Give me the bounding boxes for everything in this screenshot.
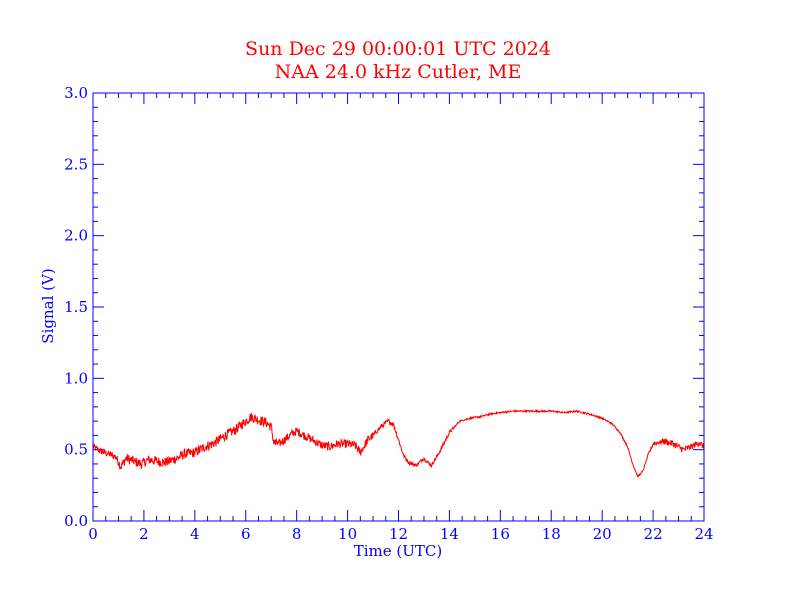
x-tick-label: 4 xyxy=(190,525,200,543)
x-tick-label: 24 xyxy=(694,525,713,543)
x-tick-label: 12 xyxy=(389,525,408,543)
x-tick-label: 8 xyxy=(292,525,302,543)
y-tick-label: 1.5 xyxy=(64,298,88,316)
plot-frame xyxy=(92,92,705,522)
x-tick-label: 16 xyxy=(491,525,510,543)
x-tick-label: 0 xyxy=(88,525,98,543)
signal-series-line xyxy=(92,408,705,478)
x-tick-label: 22 xyxy=(644,525,663,543)
chart-subtitle: NAA 24.0 kHz Cutler, ME xyxy=(275,61,522,83)
x-tick-label: 10 xyxy=(338,525,357,543)
x-tick-label: 6 xyxy=(241,525,251,543)
x-axis-label: Time (UTC) xyxy=(354,542,443,560)
y-tick-label: 2.0 xyxy=(64,227,88,245)
y-tick-label: 2.5 xyxy=(64,155,88,173)
x-tick-label: 18 xyxy=(542,525,561,543)
axis-ticks xyxy=(92,92,705,522)
y-axis-label: Signal (V) xyxy=(39,268,57,343)
tick-labels: 0 2 4 6 8 10 12 14 16 18 20 22 240.00.51.01.52.02.53… xyxy=(64,84,713,543)
x-tick-label: 20 xyxy=(593,525,612,543)
y-tick-label: 3.0 xyxy=(64,84,88,102)
y-tick-label: 0.5 xyxy=(64,441,88,459)
y-tick-label: 0.0 xyxy=(64,512,88,530)
y-tick-label: 1.0 xyxy=(64,369,88,387)
chart-title: Sun Dec 29 00:00:01 UTC 2024 xyxy=(245,38,551,60)
x-tick-label: 14 xyxy=(440,525,459,543)
x-tick-label: 2 xyxy=(139,525,149,543)
